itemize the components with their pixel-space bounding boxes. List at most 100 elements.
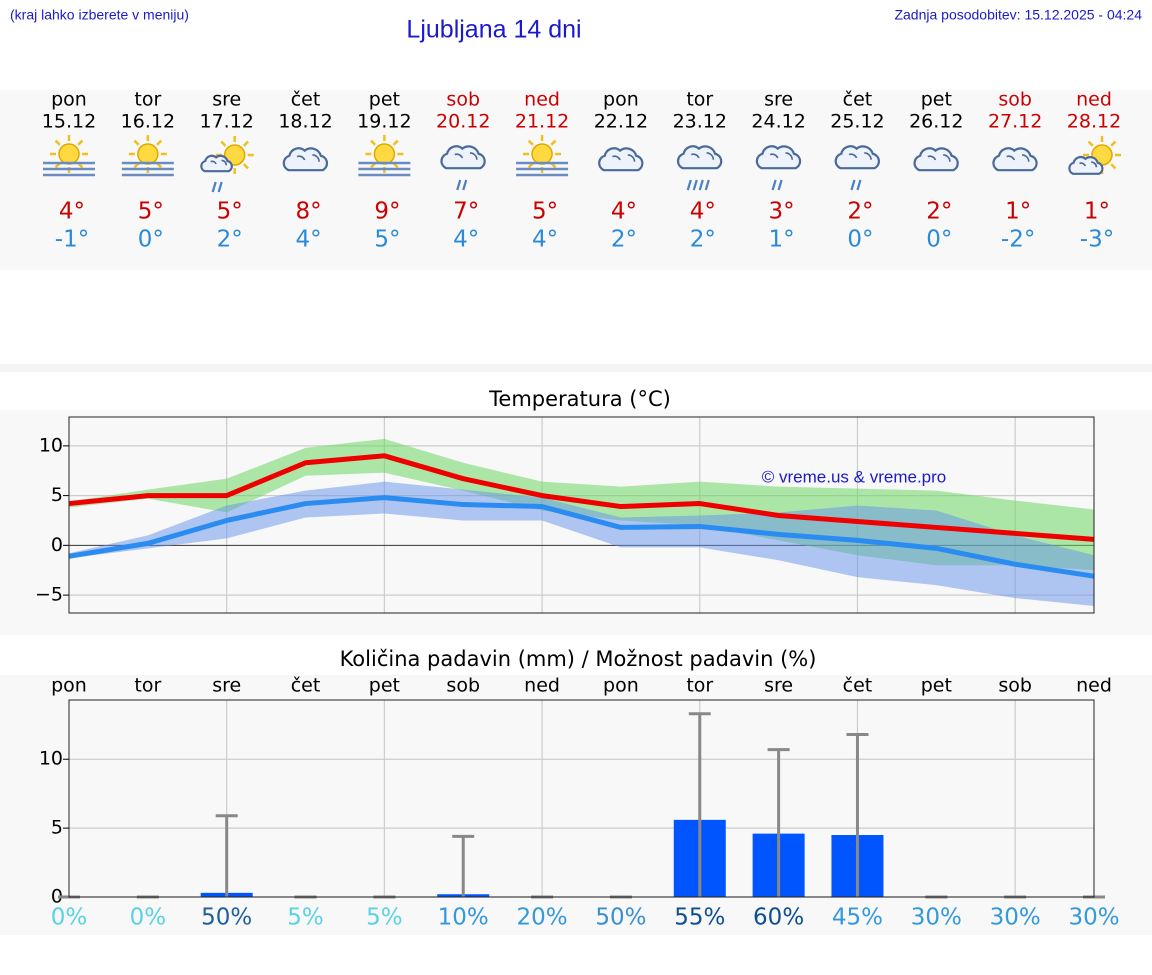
cloud <box>992 147 1038 172</box>
rain-drop <box>686 179 692 191</box>
cloud-fold <box>454 152 478 160</box>
y-tick-label: 10 <box>39 748 63 770</box>
day-date: 19.12 <box>357 111 411 133</box>
cloud <box>598 147 644 172</box>
weather-icon <box>121 135 174 177</box>
day-date: 20.12 <box>436 111 490 133</box>
y-tick-label: 0 <box>51 534 63 556</box>
day-date: 26.12 <box>909 111 963 133</box>
temp-max: 1° <box>1005 199 1031 225</box>
rain-drop <box>217 181 223 193</box>
weather-icon <box>43 135 95 177</box>
rain-drop <box>698 179 704 191</box>
chart-title: Temperatura (°C) <box>488 387 671 411</box>
x-tick-label: sre <box>764 675 793 697</box>
cloud <box>834 145 881 170</box>
day-date: 17.12 <box>199 111 253 133</box>
y-tick-label: 10 <box>39 434 63 456</box>
day-name: sre <box>212 89 241 111</box>
y-tick-label: 0 <box>51 886 63 908</box>
temp-min: 2° <box>690 227 716 253</box>
weather-icon <box>755 145 802 191</box>
cloud-fold <box>690 152 715 160</box>
cloud-fold <box>210 159 228 166</box>
sun-ray <box>550 139 557 146</box>
day-name: sob <box>998 89 1032 111</box>
rain-drop <box>777 179 783 191</box>
day-date: 27.12 <box>988 111 1042 133</box>
cloud <box>282 147 329 172</box>
x-tick-label: sre <box>212 675 241 697</box>
sun <box>137 143 159 165</box>
weather-icon <box>834 145 881 191</box>
rain-drop <box>692 179 698 191</box>
temp-min: 4° <box>532 227 558 253</box>
day-name: sre <box>764 89 793 111</box>
chance-label: 50% <box>201 905 252 931</box>
rain-drop <box>456 179 462 191</box>
day-date: 25.12 <box>830 111 884 133</box>
chance-label: 50% <box>595 905 646 931</box>
sun-ray <box>1110 163 1117 170</box>
temp-min: -1° <box>55 227 89 253</box>
weather-icon <box>598 147 644 172</box>
x-tick-label: pon <box>51 675 87 697</box>
cloud-fold <box>1079 161 1098 168</box>
page-title: Ljubljana 14 dni <box>406 16 581 44</box>
temp-min: -2° <box>1001 227 1035 253</box>
hint: (kraj lahko izberete v meniju) <box>10 7 189 23</box>
temp-min: 4° <box>295 227 321 253</box>
x-tick-label: tor <box>686 675 713 697</box>
sun-ray <box>133 139 140 146</box>
day-name: pon <box>51 89 87 111</box>
y-tick-label: 5 <box>51 484 63 506</box>
weather-icon <box>913 147 959 172</box>
day-name: tor <box>134 89 161 111</box>
temp-line <box>68 453 1095 542</box>
sun-ray <box>220 140 227 147</box>
temp-max: 2° <box>847 199 873 225</box>
temp-max: 5° <box>217 199 243 225</box>
cloud-fold <box>927 154 951 162</box>
plot-border <box>68 416 1095 614</box>
day-name: pet <box>369 89 400 111</box>
cloud-fold <box>848 152 872 160</box>
sun <box>223 144 246 166</box>
day-date: 18.12 <box>278 111 332 133</box>
y-tick-label: 5 <box>51 817 63 839</box>
temp-max: 7° <box>453 199 479 225</box>
temp-max: 5° <box>138 199 164 225</box>
temp-min: 5° <box>374 227 400 253</box>
weather-icon <box>516 135 569 177</box>
forecast-strip <box>0 90 1152 270</box>
x-tick-label: sob <box>446 675 480 697</box>
temp-min: 0° <box>926 227 952 253</box>
temp-min: 4° <box>453 227 479 253</box>
chance-label: 20% <box>517 905 568 931</box>
weather-icon <box>358 135 411 177</box>
cloud <box>913 147 959 172</box>
day-date: 24.12 <box>751 111 805 133</box>
temp-max: 2° <box>926 199 952 225</box>
rain-drop <box>771 179 777 191</box>
x-tick-label: čet <box>291 675 321 697</box>
temp-min: -3° <box>1080 227 1114 253</box>
day-date: 22.12 <box>594 111 648 133</box>
day-date: 21.12 <box>515 111 569 133</box>
day-name: ned <box>1076 89 1112 111</box>
cloud-fold <box>296 154 320 162</box>
sun-ray <box>370 139 377 146</box>
temp-min: 0° <box>847 227 873 253</box>
rain-drop <box>850 179 856 191</box>
watermark: © vreme.us & vreme.pro <box>762 467 946 486</box>
sun-ray <box>527 139 534 146</box>
day-date: 23.12 <box>673 111 727 133</box>
x-tick-label: pet <box>369 675 400 697</box>
cloud-fold <box>1006 154 1030 162</box>
cloud <box>440 145 486 170</box>
day-name: sob <box>446 89 480 111</box>
sun <box>373 143 396 165</box>
day-name: pet <box>921 89 952 111</box>
sun-ray <box>243 140 250 147</box>
